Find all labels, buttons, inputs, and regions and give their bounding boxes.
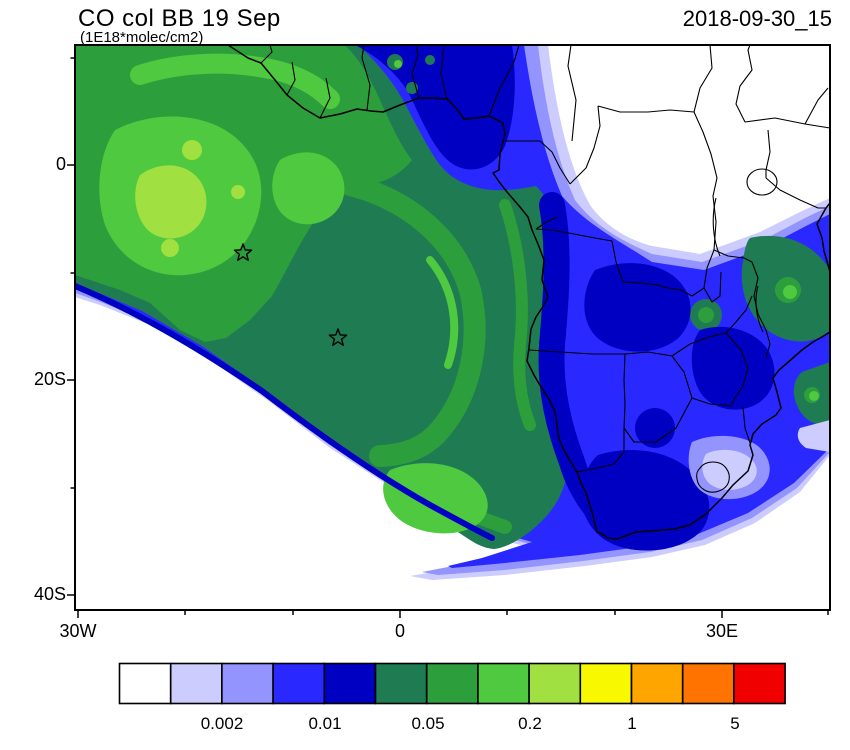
star-marker (233, 243, 253, 261)
country-border (765, 129, 771, 178)
plot-frame (74, 44, 831, 611)
colorbar-label: 5 (730, 714, 740, 733)
country-border (739, 45, 753, 87)
country-border (361, 45, 371, 111)
lake-victoria-outline (746, 168, 778, 196)
country-border (725, 295, 753, 334)
country-border (671, 332, 727, 357)
lake-tanganyika-outline (712, 197, 721, 257)
colorbar-cell (374, 662, 428, 705)
country-border (440, 45, 448, 100)
level-navy-botswana-core (635, 408, 675, 448)
country-border (535, 216, 559, 230)
level-brightgreen-coast-band (130, 53, 340, 109)
level-navy-gulf-band (355, 45, 515, 170)
country-border (539, 140, 571, 185)
country-border (576, 428, 625, 473)
africa-coastline (227, 45, 830, 540)
country-border (286, 61, 296, 96)
map-plot-area (75, 45, 830, 610)
country-border (260, 45, 273, 64)
star-marker (328, 328, 348, 346)
y-axis-label-40s: 40S (33, 584, 66, 604)
country-border (671, 355, 693, 399)
level-green-east-core (698, 307, 714, 323)
colorbar-cell (118, 662, 172, 705)
x-axis-label-0: 0 (394, 621, 405, 641)
level-lightgreen-spot (161, 239, 179, 257)
country-border (725, 332, 749, 407)
colorbar (118, 662, 786, 705)
lesotho-border (696, 461, 730, 493)
country-border (804, 87, 829, 125)
colorbar-cell (681, 662, 735, 705)
level-lightgreen-spot (182, 140, 202, 160)
country-border (597, 105, 695, 113)
level-lavender-lesotho-core (702, 449, 757, 490)
level-navy-zambia-core (584, 263, 691, 352)
country-border (622, 111, 718, 297)
country-border (703, 271, 722, 303)
page-title: CO col BB 19 Sep (78, 5, 281, 32)
colorbar-label: 0.2 (518, 714, 542, 733)
country-border (751, 261, 771, 359)
colorbar-cell (733, 662, 786, 705)
country-border (713, 249, 753, 263)
level-brightgreen-patch-2 (272, 152, 345, 225)
x-axis-label-30e: 30E (705, 621, 739, 641)
lake-malawi-outline (755, 285, 764, 333)
country-border (691, 397, 732, 407)
country-border (319, 77, 331, 119)
level-navy-arc-fringe (75, 283, 495, 541)
level-brightgreen-east-core (809, 391, 819, 401)
country-border (528, 349, 625, 355)
colorbar-cell (425, 662, 479, 705)
country-border (624, 351, 673, 357)
level-brightgreen-patch-3 (383, 463, 488, 534)
country-border (742, 406, 751, 444)
colorbar-label: 0.01 (308, 714, 342, 733)
level-lightgreen-core (135, 165, 207, 239)
country-border (735, 85, 746, 123)
colorbar-cell (579, 662, 633, 705)
y-axis-label-0: 0 (55, 154, 66, 174)
colorbar-label: 0.05 (411, 714, 445, 733)
colorbar-label: 1 (627, 714, 637, 733)
colorbar-cell (630, 662, 684, 705)
level-lavender-edge-wedge (797, 420, 830, 452)
colorbar-cell (169, 662, 223, 705)
x-axis-label-30w: 30W (59, 621, 97, 641)
colorbar-cell (221, 662, 274, 705)
level-navy-mozambique-core (691, 326, 775, 410)
colorbar-label: 0.002 (200, 714, 244, 733)
country-border (535, 228, 624, 283)
level-green-swirl (339, 174, 486, 467)
country-border (623, 397, 693, 443)
country-border (623, 353, 626, 429)
country-border (488, 45, 520, 117)
level-darkgreen-speckle (425, 55, 435, 65)
level-brightgreen-east-core (783, 285, 797, 299)
country-border (744, 117, 830, 129)
country-border (411, 45, 420, 99)
level-navy-cape-core (581, 450, 710, 551)
country-border (693, 45, 713, 113)
colorbar-cell (323, 662, 377, 705)
colorbar-cell (272, 662, 326, 705)
country-border (765, 177, 826, 209)
east-africa-coastline (816, 202, 830, 273)
level-green-coastal-streak (499, 199, 536, 431)
country-border (569, 105, 601, 185)
timestamp-label: 2018-09-30_15 (682, 6, 832, 31)
level-brightgreen-speckle (394, 60, 402, 68)
level-lightgreen-spot (231, 185, 245, 199)
colorbar-cell (528, 662, 582, 705)
y-axis-label-20s: 20S (33, 369, 66, 389)
level-brightgreen-swirl-arc (426, 256, 459, 369)
colorbar-cell (477, 662, 530, 705)
country-border (567, 45, 577, 142)
units-subtitle: (1E18*molec/cm2) (80, 29, 204, 46)
